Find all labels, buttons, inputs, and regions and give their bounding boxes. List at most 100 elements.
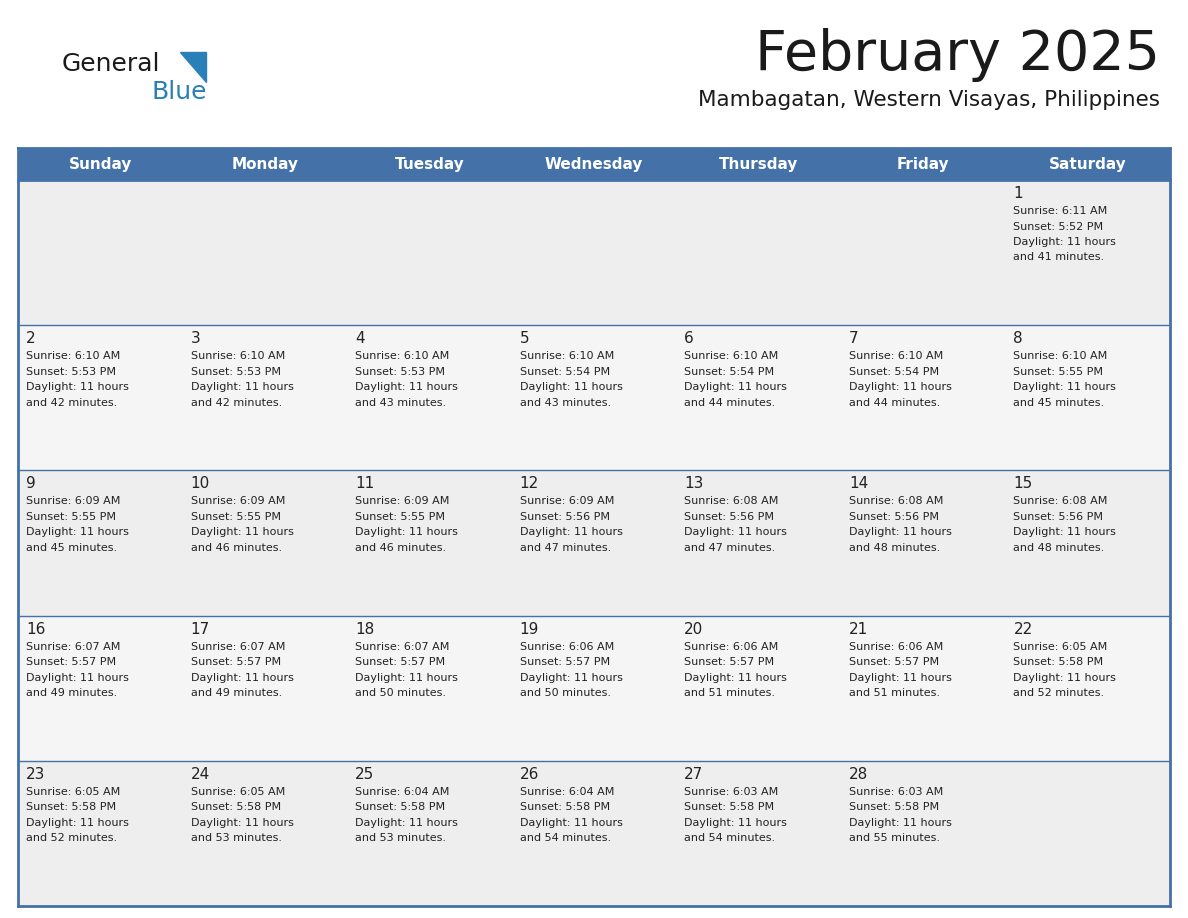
Text: and 48 minutes.: and 48 minutes. [849, 543, 940, 553]
Text: Daylight: 11 hours: Daylight: 11 hours [519, 382, 623, 392]
Text: Sunrise: 6:08 AM: Sunrise: 6:08 AM [684, 497, 778, 507]
Text: Sunset: 5:56 PM: Sunset: 5:56 PM [519, 512, 609, 522]
Text: Daylight: 11 hours: Daylight: 11 hours [849, 528, 952, 537]
Text: Daylight: 11 hours: Daylight: 11 hours [26, 382, 128, 392]
Text: Daylight: 11 hours: Daylight: 11 hours [26, 818, 128, 828]
Text: Sunrise: 6:11 AM: Sunrise: 6:11 AM [1013, 206, 1107, 216]
Text: Tuesday: Tuesday [394, 156, 465, 172]
Text: 11: 11 [355, 476, 374, 491]
Text: and 53 minutes.: and 53 minutes. [190, 834, 282, 844]
Text: Saturday: Saturday [1049, 156, 1126, 172]
Text: Daylight: 11 hours: Daylight: 11 hours [849, 673, 952, 683]
Text: 24: 24 [190, 767, 210, 782]
Text: Sunrise: 6:07 AM: Sunrise: 6:07 AM [26, 642, 120, 652]
Text: 25: 25 [355, 767, 374, 782]
Text: Sunrise: 6:04 AM: Sunrise: 6:04 AM [355, 787, 449, 797]
Bar [18, 616, 183, 761]
Text: Daylight: 11 hours: Daylight: 11 hours [684, 673, 788, 683]
Text: and 55 minutes.: and 55 minutes. [849, 834, 940, 844]
Text: and 51 minutes.: and 51 minutes. [684, 688, 776, 698]
Text: Sunset: 5:57 PM: Sunset: 5:57 PM [190, 657, 280, 667]
Text: and 42 minutes.: and 42 minutes. [190, 397, 282, 408]
Bar [18, 148, 183, 180]
Bar [347, 470, 512, 616]
Text: Sunset: 5:53 PM: Sunset: 5:53 PM [26, 366, 116, 376]
Bar [18, 761, 183, 906]
Text: Sunset: 5:53 PM: Sunset: 5:53 PM [355, 366, 446, 376]
Text: Sunset: 5:58 PM: Sunset: 5:58 PM [1013, 657, 1104, 667]
Text: Sunset: 5:58 PM: Sunset: 5:58 PM [684, 802, 775, 812]
Text: 3: 3 [190, 331, 201, 346]
Bar [18, 470, 183, 616]
Bar [183, 761, 347, 906]
Text: Sunrise: 6:06 AM: Sunrise: 6:06 AM [519, 642, 614, 652]
Bar [347, 180, 512, 325]
Text: Sunset: 5:54 PM: Sunset: 5:54 PM [519, 366, 609, 376]
Text: Sunset: 5:56 PM: Sunset: 5:56 PM [684, 512, 775, 522]
Bar [841, 148, 1005, 180]
Text: 8: 8 [1013, 331, 1023, 346]
Bar [841, 180, 1005, 325]
Text: Sunrise: 6:03 AM: Sunrise: 6:03 AM [849, 787, 943, 797]
Text: 2: 2 [26, 331, 36, 346]
Text: Sunrise: 6:10 AM: Sunrise: 6:10 AM [1013, 352, 1107, 361]
Text: Daylight: 11 hours: Daylight: 11 hours [519, 673, 623, 683]
Text: and 48 minutes.: and 48 minutes. [1013, 543, 1105, 553]
Text: Sunrise: 6:10 AM: Sunrise: 6:10 AM [684, 352, 778, 361]
Bar [183, 180, 347, 325]
Text: Daylight: 11 hours: Daylight: 11 hours [519, 818, 623, 828]
Text: Daylight: 11 hours: Daylight: 11 hours [684, 382, 788, 392]
Text: Sunrise: 6:05 AM: Sunrise: 6:05 AM [26, 787, 120, 797]
Text: and 43 minutes.: and 43 minutes. [355, 397, 447, 408]
Bar [347, 616, 512, 761]
Text: General: General [62, 52, 160, 76]
Text: Sunrise: 6:10 AM: Sunrise: 6:10 AM [519, 352, 614, 361]
Text: and 41 minutes.: and 41 minutes. [1013, 252, 1105, 263]
Text: 15: 15 [1013, 476, 1032, 491]
Bar [676, 761, 841, 906]
Text: Sunrise: 6:09 AM: Sunrise: 6:09 AM [519, 497, 614, 507]
Text: Sunset: 5:58 PM: Sunset: 5:58 PM [849, 802, 939, 812]
Text: and 45 minutes.: and 45 minutes. [26, 543, 118, 553]
Bar [183, 148, 347, 180]
Text: Daylight: 11 hours: Daylight: 11 hours [26, 528, 128, 537]
Text: Sunrise: 6:09 AM: Sunrise: 6:09 AM [26, 497, 120, 507]
Bar [512, 148, 676, 180]
Text: Sunset: 5:58 PM: Sunset: 5:58 PM [355, 802, 446, 812]
Text: and 45 minutes.: and 45 minutes. [1013, 397, 1105, 408]
Text: Sunrise: 6:10 AM: Sunrise: 6:10 AM [355, 352, 449, 361]
Text: 23: 23 [26, 767, 45, 782]
Text: Sunrise: 6:10 AM: Sunrise: 6:10 AM [849, 352, 943, 361]
Text: Wednesday: Wednesday [545, 156, 643, 172]
Bar [512, 470, 676, 616]
Text: Sunset: 5:57 PM: Sunset: 5:57 PM [26, 657, 116, 667]
Text: and 43 minutes.: and 43 minutes. [519, 397, 611, 408]
Text: Sunset: 5:55 PM: Sunset: 5:55 PM [355, 512, 446, 522]
Text: Monday: Monday [232, 156, 298, 172]
Text: and 51 minutes.: and 51 minutes. [849, 688, 940, 698]
Bar [1005, 148, 1170, 180]
Text: Daylight: 11 hours: Daylight: 11 hours [190, 673, 293, 683]
Text: and 44 minutes.: and 44 minutes. [684, 397, 776, 408]
Bar [512, 761, 676, 906]
Bar [1005, 180, 1170, 325]
Bar [1005, 616, 1170, 761]
Text: Sunrise: 6:09 AM: Sunrise: 6:09 AM [190, 497, 285, 507]
Text: Daylight: 11 hours: Daylight: 11 hours [684, 528, 788, 537]
Text: and 46 minutes.: and 46 minutes. [190, 543, 282, 553]
Text: Sunrise: 6:03 AM: Sunrise: 6:03 AM [684, 787, 778, 797]
Text: 7: 7 [849, 331, 859, 346]
Bar [18, 325, 183, 470]
Text: and 54 minutes.: and 54 minutes. [684, 834, 776, 844]
Text: and 53 minutes.: and 53 minutes. [355, 834, 447, 844]
Text: Sunrise: 6:10 AM: Sunrise: 6:10 AM [190, 352, 285, 361]
Bar [347, 325, 512, 470]
Text: 10: 10 [190, 476, 210, 491]
Bar [347, 148, 512, 180]
Text: and 50 minutes.: and 50 minutes. [355, 688, 447, 698]
Text: 4: 4 [355, 331, 365, 346]
Text: and 44 minutes.: and 44 minutes. [849, 397, 940, 408]
Bar [676, 148, 841, 180]
Text: and 42 minutes.: and 42 minutes. [26, 397, 118, 408]
Bar [1005, 761, 1170, 906]
